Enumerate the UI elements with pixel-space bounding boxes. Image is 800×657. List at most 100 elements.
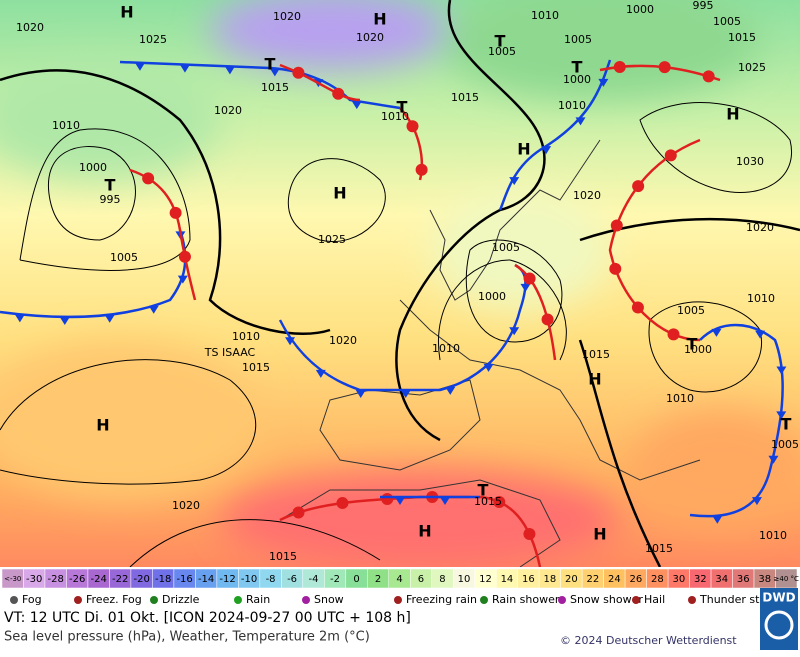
isobar-label: 1010	[432, 342, 460, 355]
front-symbol	[664, 149, 677, 162]
isobar-label: 1010	[666, 392, 694, 405]
scale-label: -4	[309, 574, 319, 585]
pressure-center: T	[572, 58, 583, 77]
legend-label: Snow shower	[570, 593, 643, 606]
isobar-label: 1015	[474, 495, 502, 508]
isobar-label: 1025	[318, 233, 346, 246]
front-symbol	[285, 337, 296, 346]
scale-label: -28	[48, 574, 64, 585]
front-symbol	[177, 275, 188, 284]
pressure-center: T	[781, 415, 792, 434]
legend-label: Fog	[22, 593, 42, 606]
front-symbol	[178, 250, 191, 263]
map: H 1020 1025 1020 H 1020 1010 1000 995 1005 1015 102…	[0, 0, 800, 567]
isobar-label: 1020	[573, 189, 601, 202]
legend-label: Rain shower	[492, 593, 560, 606]
front-symbol	[104, 314, 115, 323]
scale-label: -2	[330, 574, 340, 585]
pressure-center: H	[726, 105, 739, 124]
map-labels: H 1020 1025 1020 H 1020 1010 1000 995 1005 1015 102…	[16, 0, 799, 563]
front-symbol	[179, 64, 190, 73]
scale-label: 26	[629, 574, 642, 585]
front-symbol	[336, 497, 349, 510]
isobar-label: 995	[693, 0, 714, 12]
isobar-label: 1005	[492, 241, 520, 254]
scale-label: -26	[69, 574, 85, 585]
scale-label: 24	[608, 574, 621, 585]
front-symbol	[575, 117, 586, 126]
legend-label: Hail	[644, 593, 665, 606]
scale-label: 32	[694, 574, 707, 585]
scale-label: 28	[651, 574, 664, 585]
front-symbol	[332, 87, 345, 100]
front-symbol	[224, 66, 235, 75]
front-symbol	[658, 61, 671, 74]
isobar-label: 1010	[381, 110, 409, 123]
front-symbol	[400, 390, 411, 398]
scale-label: -22	[112, 574, 128, 585]
isobar-label: 1005	[110, 251, 138, 264]
scale-label: 0	[353, 574, 359, 585]
scale-label: 20	[565, 574, 578, 585]
isobar-label: TS ISAAC	[204, 346, 256, 359]
isobar-label: 1005	[677, 304, 705, 317]
legend-label: Freezing rain	[406, 593, 477, 606]
pressure-center: H	[418, 522, 431, 541]
scale-label: -30	[26, 574, 42, 585]
pressure-center: H	[517, 140, 530, 159]
front-symbol	[315, 369, 326, 378]
front-symbol	[609, 262, 622, 275]
front-symbol	[292, 66, 305, 79]
scale-label: 22	[587, 574, 600, 585]
pressure-center: H	[593, 525, 606, 544]
scale-label: 34	[715, 574, 728, 585]
legend-label: Drizzle	[162, 593, 200, 606]
isobar-label: 1020	[746, 221, 774, 234]
front-symbol	[632, 180, 645, 193]
front-symbol	[381, 493, 394, 506]
warm-front	[514, 263, 557, 361]
front-symbol	[610, 219, 623, 232]
scale-label: -18	[155, 574, 171, 585]
scale-label: 2	[375, 574, 381, 585]
isobar-label: 1015	[261, 81, 289, 94]
legend-symbol	[10, 596, 18, 604]
scale-label: -12	[219, 574, 235, 585]
front-symbol	[142, 172, 155, 185]
isobar-label: 1010	[558, 99, 586, 112]
front-symbol	[134, 62, 145, 71]
front-symbol	[631, 301, 644, 314]
front-symbol	[169, 206, 182, 219]
valid-time: VT: 12 UTC Di. 01 Okt. [ICON 2024-09-27 …	[4, 610, 411, 626]
pressure-center: H	[120, 3, 133, 22]
front-symbol	[509, 327, 520, 336]
scale-label: 18	[544, 574, 557, 585]
pressure-center: T	[397, 98, 408, 117]
front-symbol	[702, 70, 715, 83]
isobar-label: 1005	[771, 438, 799, 451]
legend-symbol	[688, 596, 696, 604]
front-symbol	[351, 101, 362, 110]
front-symbol	[751, 497, 762, 506]
fronts	[0, 59, 787, 567]
front-symbol	[541, 146, 552, 155]
isobar-label: 1025	[139, 33, 167, 46]
front-symbol	[768, 455, 779, 464]
isobar-label: 1020	[273, 10, 301, 23]
temperature-scale: <-30 -30 -28 -26 -24 -22 -20 -18 -16 -14 -12 -10 -8-…	[1, 568, 799, 589]
pressure-center: H	[588, 370, 601, 389]
pressure-center: H	[333, 184, 346, 203]
isobar-label: 1015	[582, 348, 610, 361]
isobar-label: 1015	[728, 31, 756, 44]
isobar-label: 1000	[79, 161, 107, 174]
legend-symbol	[302, 596, 310, 604]
front-symbol	[776, 411, 787, 420]
isobar-label: 1030	[736, 155, 764, 168]
isobar-label: 1010	[52, 119, 80, 132]
pressure-center: T	[478, 481, 489, 500]
isobar-label: 1015	[645, 542, 673, 555]
isobar-label: 1015	[242, 361, 270, 374]
cold-front	[689, 323, 784, 518]
isobar-label: 1005	[564, 33, 592, 46]
isobar-label: 1015	[451, 91, 479, 104]
